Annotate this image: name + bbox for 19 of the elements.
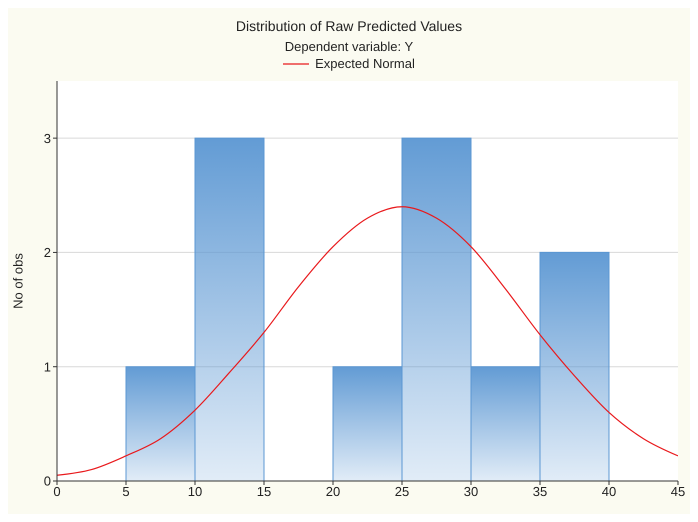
legend-label: Expected Normal bbox=[315, 56, 415, 71]
x-tick-label: 35 bbox=[532, 484, 548, 500]
y-tick-label: 1 bbox=[44, 359, 51, 374]
y-tick-label: 2 bbox=[44, 245, 51, 260]
chart-title: Distribution of Raw Predicted Values bbox=[234, 18, 464, 34]
x-tick-label: 10 bbox=[188, 484, 202, 500]
x-tick-label: 25 bbox=[394, 484, 410, 500]
x-tick-label: 15 bbox=[256, 484, 272, 500]
x-tick-label: 20 bbox=[326, 484, 340, 500]
x-tick-label: 45 bbox=[670, 484, 686, 500]
y-axis-title: No of obs bbox=[10, 252, 26, 309]
y-tick-label: 0 bbox=[44, 474, 51, 489]
line-series bbox=[57, 206, 678, 476]
x-tick-label: 5 bbox=[122, 484, 130, 500]
x-tick-label: 40 bbox=[602, 484, 616, 500]
x-tick-label: 30 bbox=[464, 484, 478, 500]
y-tick-label: 3 bbox=[44, 130, 51, 146]
chart-subtitle: Dependent variable: Y bbox=[284, 39, 414, 54]
x-tick-label: 0 bbox=[53, 484, 61, 500]
